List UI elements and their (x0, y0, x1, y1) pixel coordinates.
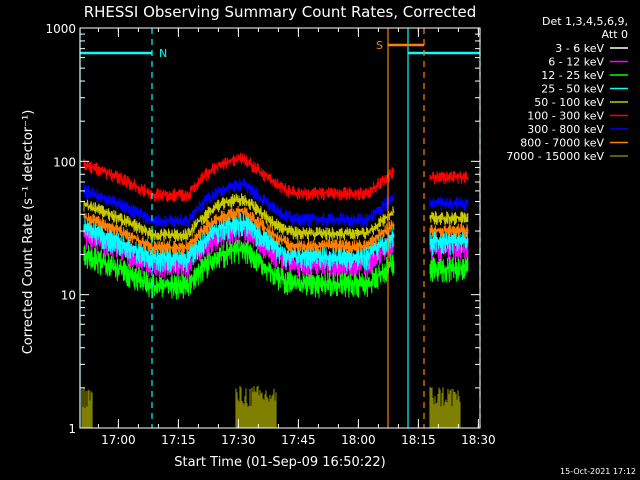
series-trace (83, 205, 395, 255)
series-trace (83, 239, 395, 300)
series-trace (83, 178, 395, 228)
x-tick-label: 17:30 (221, 433, 256, 447)
legend-entry-label: 25 - 50 keV (541, 83, 604, 96)
series-layer (81, 152, 469, 428)
chart-title: RHESSI Observing Summary Count Rates, Co… (84, 3, 477, 21)
x-tick-label: 17:45 (281, 433, 316, 447)
series-trace (83, 211, 395, 273)
legend-entry-label: 300 - 800 keV (527, 123, 604, 136)
x-axis-label: Start Time (01-Sep-09 16:50:22) (174, 455, 385, 470)
x-tick-label: 17:00 (101, 433, 136, 447)
series-trace (429, 256, 469, 283)
series-trace (83, 193, 395, 242)
series-trace (429, 170, 469, 185)
series-trace (429, 211, 469, 226)
series-trace (429, 196, 469, 211)
series-burst (429, 387, 461, 428)
x-tick-label: 18:00 (341, 433, 376, 447)
legend-entry-label: 12 - 25 keV (541, 69, 604, 82)
series-12-25-keV (83, 239, 469, 300)
legend-entry-label: 6 - 12 keV (548, 56, 604, 69)
night-label: N (159, 47, 167, 60)
y-tick-label: 100 (53, 155, 76, 169)
series-burst (235, 385, 277, 428)
x-tick-label: 18:15 (401, 433, 436, 447)
series-100-300-keV (83, 152, 469, 203)
series-trace (429, 229, 469, 256)
series-trace (429, 223, 469, 238)
plot-frame (79, 27, 481, 429)
legend-entry-label: 7000 - 15000 keV (506, 150, 604, 163)
series-50-100-keV (83, 193, 469, 242)
series-300-800-keV (83, 178, 469, 228)
legend-entry-label: 3 - 6 keV (555, 42, 604, 55)
series-25-50-keV (83, 211, 469, 273)
series-trace (83, 152, 395, 203)
series-burst (81, 387, 93, 428)
legend-entry-label: 800 - 7000 keV (520, 137, 604, 150)
series-800-7000-keV (83, 205, 469, 255)
legend-entry-label: 50 - 100 keV (534, 96, 604, 109)
x-tick-label: 18:30 (461, 433, 496, 447)
axis-layer: 17:00 17:15 17:30 17:45 18:00 18:15 18:30 1 10 10… (45, 22, 495, 447)
x-tick-label: 17:15 (161, 433, 196, 447)
y-tick-label: 1 (68, 422, 76, 436)
series-7000-15000-keV (81, 385, 461, 428)
y-tick-label: 10 (61, 289, 76, 303)
legend-header-line-2: Att 0 (602, 28, 628, 41)
legend-entry-label: 100 - 300 keV (527, 110, 604, 123)
timestamp: 15-Oct-2021 17:12 (560, 467, 636, 476)
y-axis-label: Corrected Count Rate (s⁻¹ detector⁻¹) (21, 110, 36, 355)
legend-header-line-1: Det 1,3,4,5,6,9, (542, 15, 628, 28)
y-tick-label: 1000 (45, 22, 76, 36)
saa-label: S (376, 39, 383, 52)
